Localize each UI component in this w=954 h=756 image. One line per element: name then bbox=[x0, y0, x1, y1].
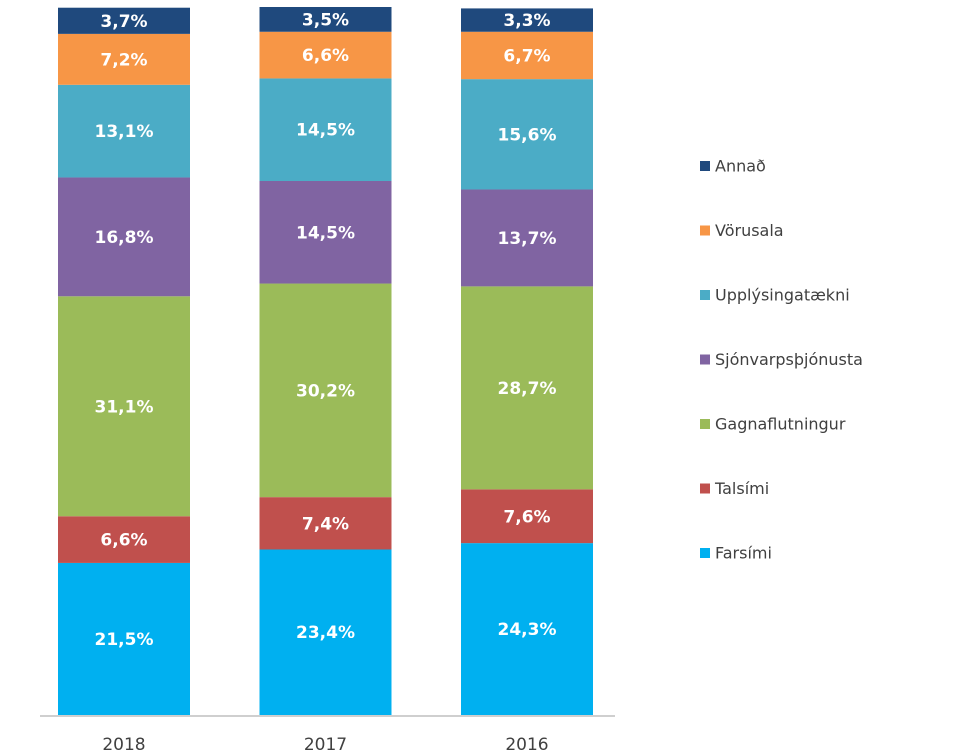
legend-swatch bbox=[700, 419, 710, 429]
legend-label: Sjónvarpsþjónusta bbox=[715, 350, 863, 369]
value-label: 3,5% bbox=[302, 10, 349, 30]
bar-segment bbox=[58, 84, 190, 178]
legend-swatch bbox=[700, 483, 710, 494]
value-label: 6,6% bbox=[302, 46, 349, 66]
legend-swatch bbox=[700, 354, 710, 365]
value-label: 6,7% bbox=[503, 46, 550, 66]
bar-segment bbox=[259, 7, 392, 32]
x-tick-label: 2018 bbox=[102, 735, 145, 755]
value-label: 3,3% bbox=[503, 11, 550, 31]
bar-segment bbox=[58, 562, 190, 715]
bar-segment bbox=[461, 31, 593, 80]
value-label: 30,2% bbox=[296, 381, 355, 401]
bar-segment bbox=[58, 516, 190, 563]
bar-segment bbox=[461, 543, 593, 715]
bar-segment bbox=[58, 33, 190, 85]
bar-segment bbox=[461, 189, 593, 287]
value-label: 14,5% bbox=[296, 121, 355, 141]
value-label: 21,5% bbox=[95, 630, 154, 650]
value-label: 13,7% bbox=[498, 229, 557, 249]
value-label: 28,7% bbox=[498, 379, 557, 399]
legend-label: Upplýsingatækni bbox=[715, 286, 850, 305]
value-label: 24,3% bbox=[498, 620, 557, 640]
value-label: 7,6% bbox=[503, 507, 550, 527]
bar-segment bbox=[259, 78, 392, 181]
value-label: 7,4% bbox=[302, 514, 349, 534]
bar-segment bbox=[58, 296, 190, 517]
value-label: 23,4% bbox=[296, 623, 355, 643]
legend-swatch bbox=[700, 225, 710, 236]
value-label: 13,1% bbox=[95, 122, 154, 142]
bar-segment bbox=[461, 79, 593, 190]
bar-segment bbox=[461, 286, 593, 490]
bar-segment bbox=[58, 7, 190, 34]
legend-label: Annað bbox=[715, 157, 766, 176]
x-tick-label: 2016 bbox=[505, 735, 548, 755]
value-label: 7,2% bbox=[100, 50, 147, 70]
bar-segment bbox=[461, 8, 593, 32]
bar-segment bbox=[58, 177, 190, 297]
legend-label: Gagnaflutningur bbox=[715, 415, 846, 434]
bar-segment bbox=[259, 180, 392, 284]
value-label: 16,8% bbox=[95, 228, 154, 248]
legend-label: Farsími bbox=[715, 544, 772, 563]
legend-swatch bbox=[700, 548, 710, 558]
bar-segment bbox=[259, 31, 392, 79]
value-label: 3,7% bbox=[100, 12, 147, 32]
bar-segment bbox=[259, 283, 392, 498]
bar-segment bbox=[461, 489, 593, 544]
x-tick-label: 2017 bbox=[304, 735, 347, 755]
value-label: 14,5% bbox=[296, 223, 355, 243]
legend-label: Vörusala bbox=[715, 221, 784, 240]
bar-segment bbox=[259, 497, 392, 550]
value-label: 6,6% bbox=[100, 531, 147, 551]
value-label: 15,6% bbox=[498, 125, 557, 145]
legend-swatch bbox=[700, 290, 710, 300]
bar-segment bbox=[259, 549, 392, 715]
legend-label: Talsími bbox=[714, 479, 769, 498]
legend-swatch bbox=[700, 161, 710, 171]
value-label: 31,1% bbox=[95, 397, 154, 417]
